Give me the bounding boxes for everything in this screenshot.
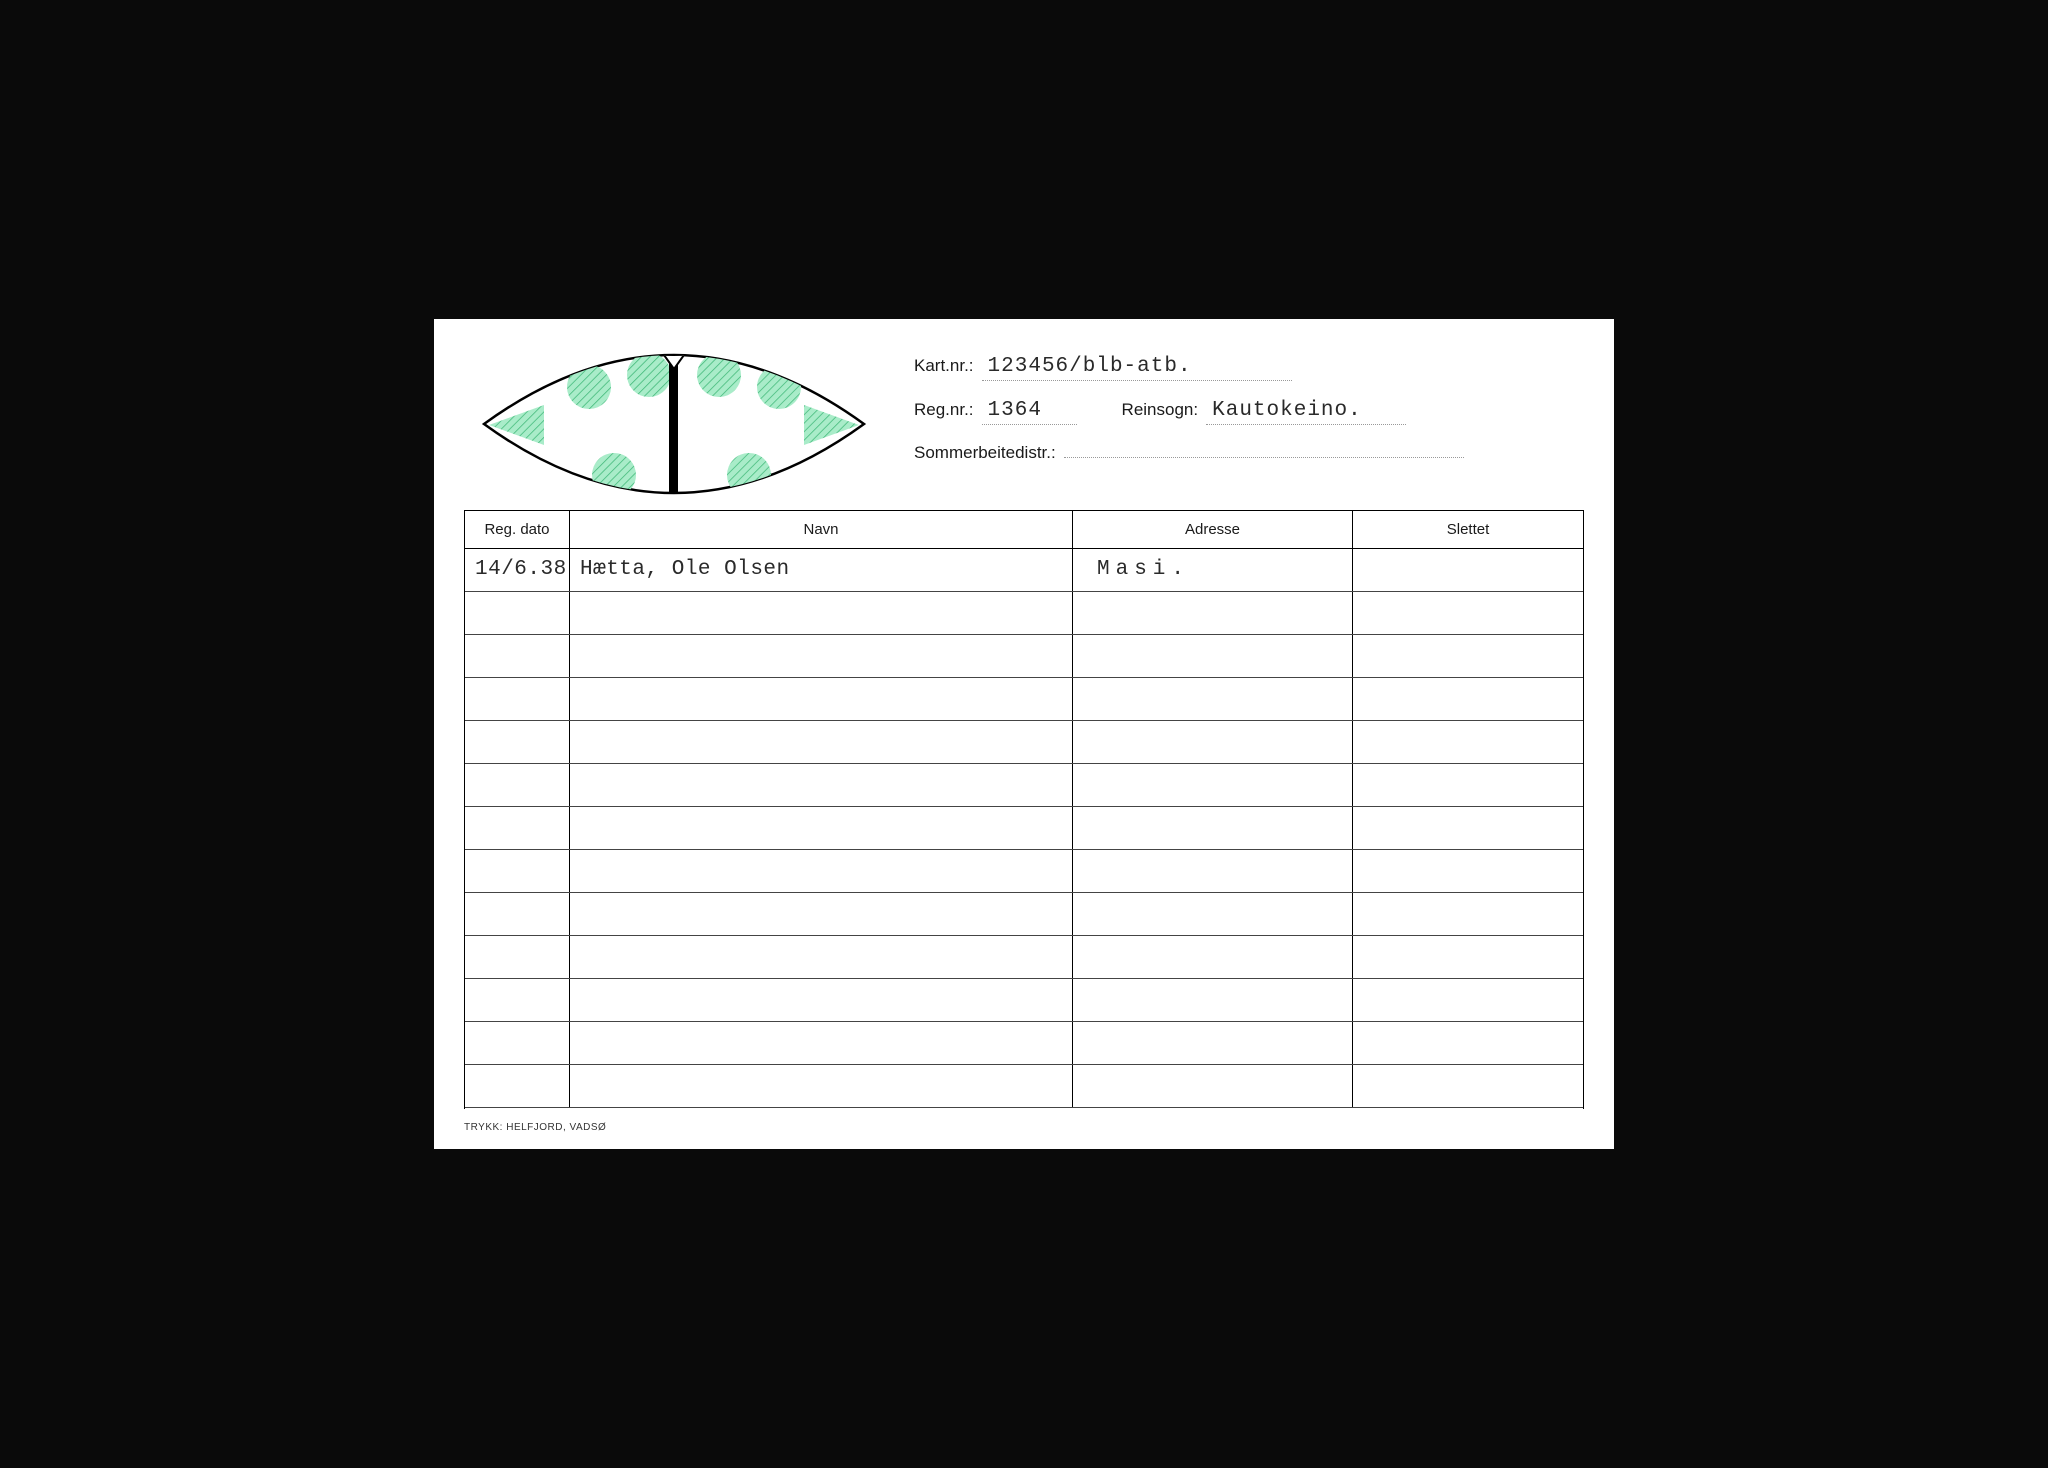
cell-navn: [570, 850, 1073, 892]
table-row: [465, 764, 1583, 807]
cell-slettet: [1353, 764, 1583, 806]
cell-regdato: [465, 979, 570, 1021]
cell-adresse: [1073, 678, 1353, 720]
cell-regdato: [465, 936, 570, 978]
cell-adresse: [1073, 764, 1353, 806]
cell-regdato: [465, 807, 570, 849]
cell-slettet: [1353, 936, 1583, 978]
table-row: [465, 850, 1583, 893]
cell-navn: [570, 1022, 1073, 1064]
field-regnr-reinsogn-row: Reg.nr.: 1364 Reinsogn: Kautokeino.: [914, 399, 1584, 425]
cell-regdato: [465, 678, 570, 720]
kartnr-label: Kart.nr.:: [914, 356, 974, 376]
cell-slettet: [1353, 850, 1583, 892]
cell-slettet: [1353, 1065, 1583, 1107]
table-row: [465, 592, 1583, 635]
col-header-slettet: Slettet: [1353, 511, 1583, 548]
cell-navn: [570, 807, 1073, 849]
field-sommerbeite: Sommerbeitedistr.:: [914, 443, 1584, 463]
table-row: [465, 678, 1583, 721]
cell-regdato: [465, 1022, 570, 1064]
cell-regdato: [465, 1065, 570, 1107]
cell-adresse: [1073, 850, 1353, 892]
table-row: [465, 1022, 1583, 1065]
header-fields: Kart.nr.: 123456/blb-atb. Reg.nr.: 1364 …: [884, 347, 1584, 502]
cell-regdato: [465, 850, 570, 892]
cell-adresse: [1073, 1022, 1353, 1064]
cell-slettet: [1353, 979, 1583, 1021]
table-row: [465, 807, 1583, 850]
cell-adresse: [1073, 1065, 1353, 1107]
cell-navn: [570, 979, 1073, 1021]
cell-navn: Hætta, Ole Olsen: [570, 549, 1073, 591]
cell-adresse: Masi.: [1073, 549, 1353, 591]
registration-table: Reg. dato Navn Adresse Slettet 14/6.38.H…: [464, 510, 1584, 1109]
table-header-row: Reg. dato Navn Adresse Slettet: [465, 511, 1583, 549]
reinsogn-label: Reinsogn:: [1122, 400, 1199, 420]
cell-slettet: [1353, 1022, 1583, 1064]
cell-adresse: [1073, 592, 1353, 634]
cell-regdato: [465, 764, 570, 806]
cell-regdato: [465, 893, 570, 935]
table-row: [465, 635, 1583, 678]
table-row: [465, 1065, 1583, 1108]
col-header-regdato: Reg. dato: [465, 511, 570, 548]
cell-regdato: 14/6.38.: [465, 549, 570, 591]
cell-adresse: [1073, 807, 1353, 849]
cell-navn: [570, 764, 1073, 806]
regnr-value: 1364: [982, 399, 1077, 425]
col-header-navn: Navn: [570, 511, 1073, 548]
cell-adresse: [1073, 936, 1353, 978]
cell-navn: [570, 635, 1073, 677]
cell-adresse: [1073, 721, 1353, 763]
col-header-adresse: Adresse: [1073, 511, 1353, 548]
cell-slettet: [1353, 721, 1583, 763]
cell-navn: [570, 721, 1073, 763]
print-credit: TRYKK: HELFJORD, VADSØ: [464, 1122, 606, 1133]
cell-navn: [570, 1065, 1073, 1107]
cell-slettet: [1353, 678, 1583, 720]
registration-card: Kart.nr.: 123456/blb-atb. Reg.nr.: 1364 …: [434, 319, 1614, 1149]
table-row: 14/6.38.Hætta, Ole OlsenMasi.: [465, 549, 1583, 592]
cell-slettet: [1353, 893, 1583, 935]
cell-slettet: [1353, 807, 1583, 849]
cell-navn: [570, 678, 1073, 720]
cell-slettet: [1353, 635, 1583, 677]
cell-regdato: [465, 635, 570, 677]
card-header: Kart.nr.: 123456/blb-atb. Reg.nr.: 1364 …: [464, 347, 1584, 502]
field-kartnr: Kart.nr.: 123456/blb-atb.: [914, 355, 1584, 381]
table-row: [465, 893, 1583, 936]
cell-navn: [570, 592, 1073, 634]
cell-regdato: [465, 592, 570, 634]
reinsogn-value: Kautokeino.: [1206, 399, 1406, 425]
sommerbeite-label: Sommerbeitedistr.:: [914, 443, 1056, 463]
cell-navn: [570, 893, 1073, 935]
kartnr-value: 123456/blb-atb.: [982, 355, 1292, 381]
table-row: [465, 936, 1583, 979]
regnr-label: Reg.nr.:: [914, 400, 974, 420]
cell-adresse: [1073, 893, 1353, 935]
cell-adresse: [1073, 635, 1353, 677]
cell-regdato: [465, 721, 570, 763]
cell-navn: [570, 936, 1073, 978]
table-row: [465, 979, 1583, 1022]
sommerbeite-value: [1064, 455, 1464, 458]
cell-slettet: [1353, 592, 1583, 634]
table-body: 14/6.38.Hætta, Ole OlsenMasi.: [465, 549, 1583, 1109]
cell-adresse: [1073, 979, 1353, 1021]
earmark-diagram: [464, 347, 884, 502]
table-row: [465, 721, 1583, 764]
cell-slettet: [1353, 549, 1583, 591]
